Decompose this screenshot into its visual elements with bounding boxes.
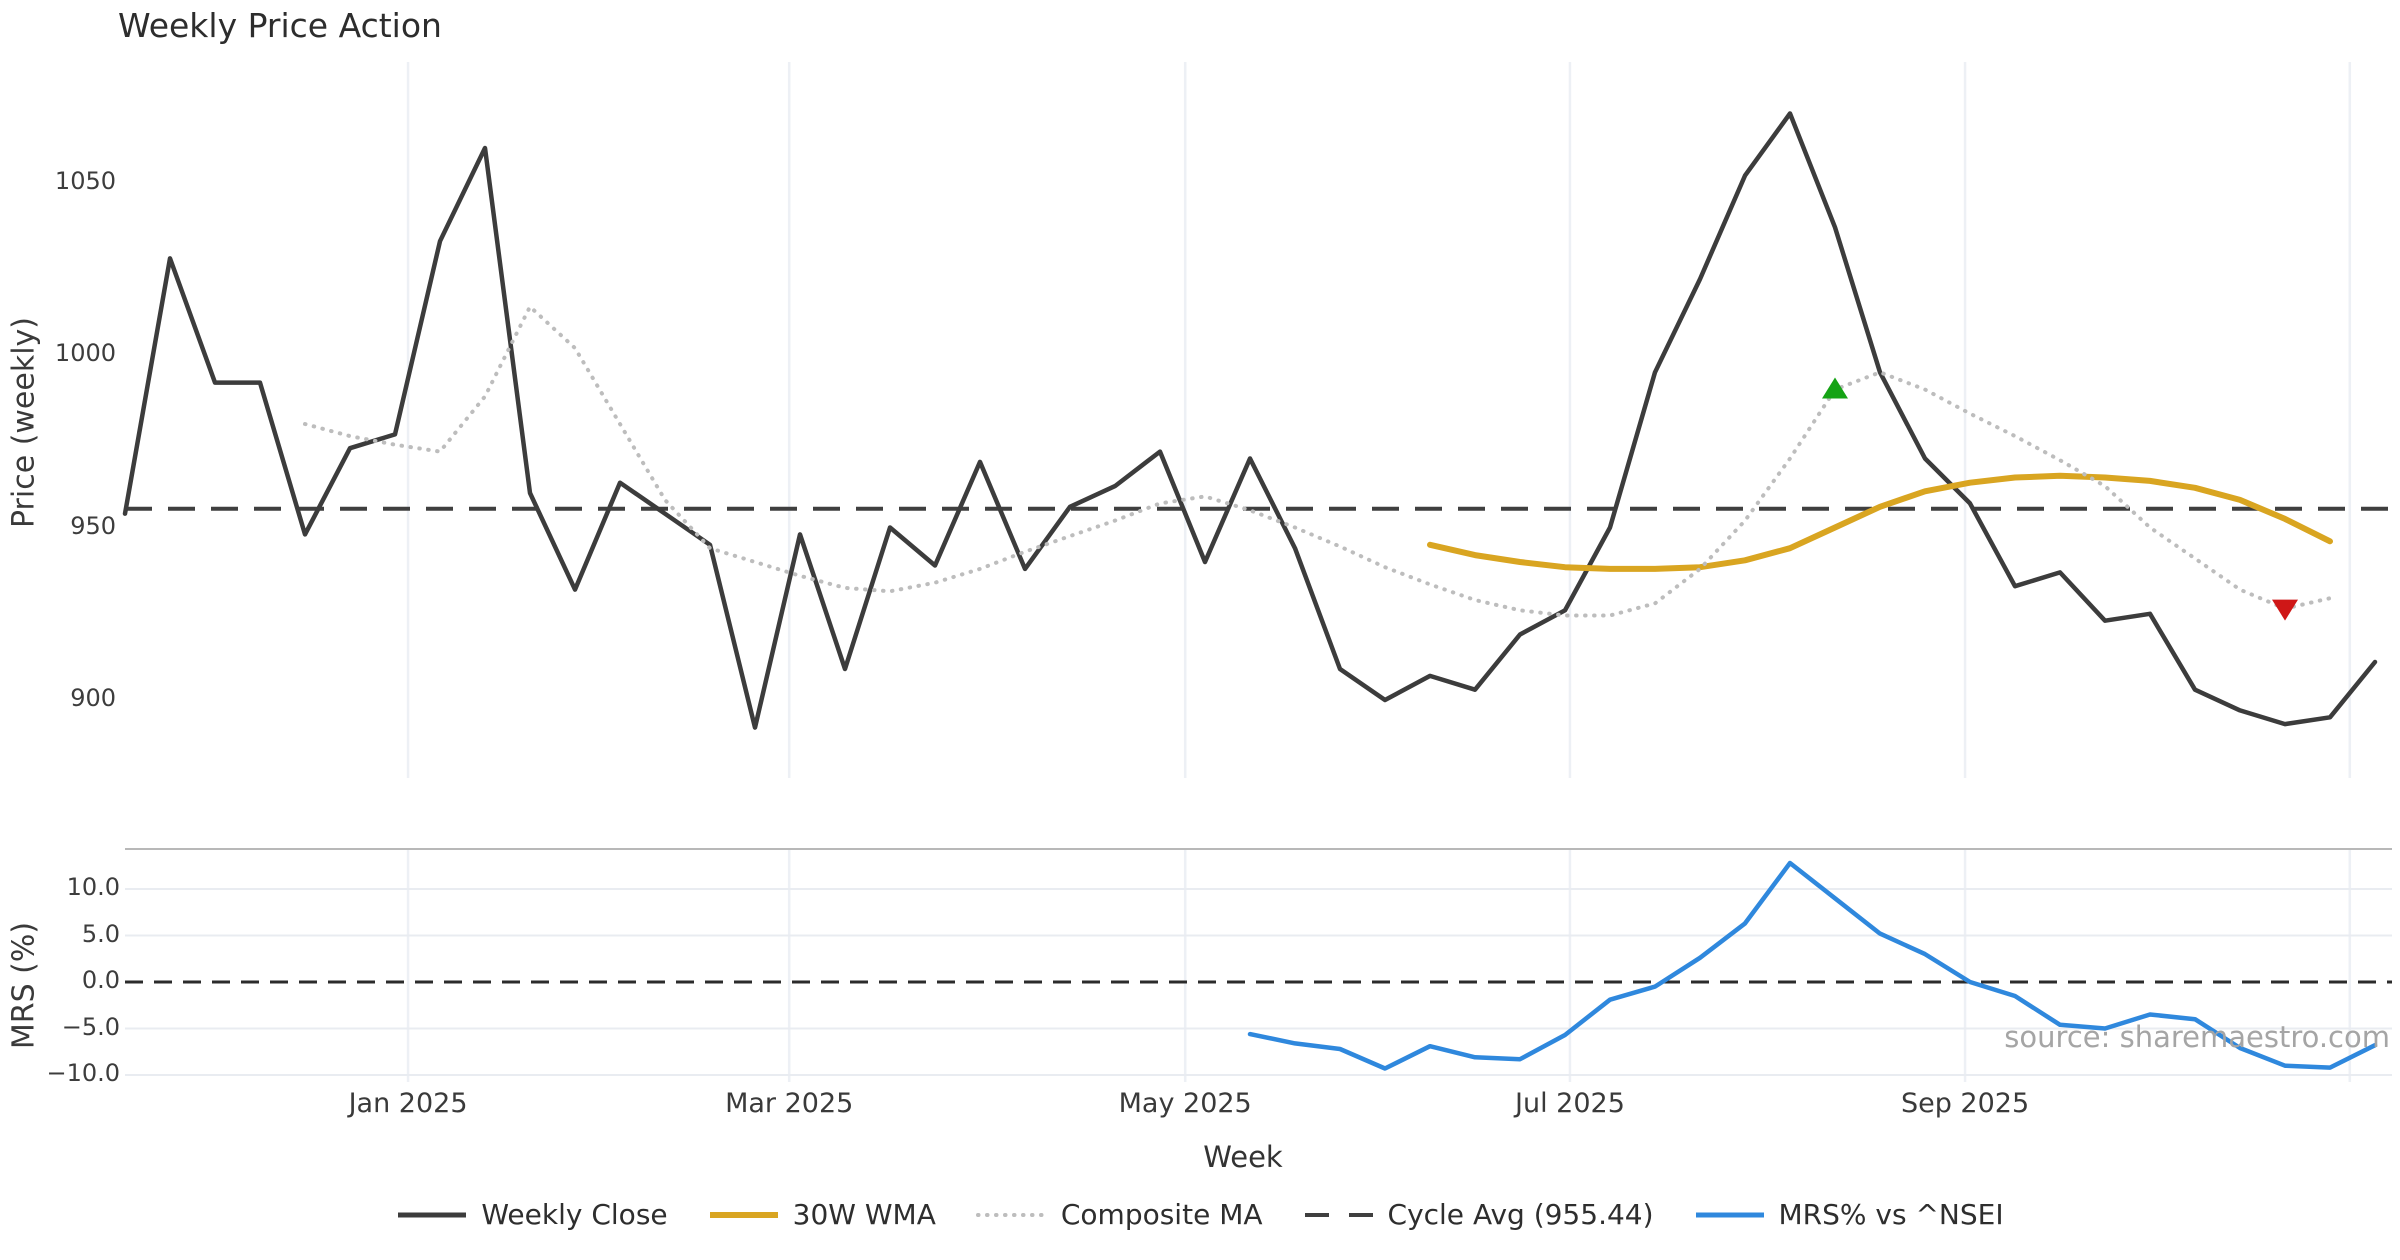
legend-item: 30W WMA bbox=[708, 1198, 936, 1231]
weekly-close-line bbox=[122, 111, 2378, 730]
buy-signal-marker bbox=[1822, 377, 1848, 399]
legend-item-label: Composite MA bbox=[1060, 1198, 1263, 1231]
price-tick-label: 1050 bbox=[54, 166, 116, 195]
price-tick-label: 1000 bbox=[54, 339, 116, 367]
legend-swatch-solid-gold bbox=[709, 1211, 778, 1218]
mrs-tick-label: −10.0 bbox=[46, 1059, 120, 1087]
mrs-line bbox=[1247, 860, 2378, 1071]
price-tick-label: 950 bbox=[70, 511, 116, 540]
month-tick-label: May 2025 bbox=[1118, 1088, 1252, 1119]
x-axis-label: Week bbox=[1203, 1140, 1283, 1174]
legend-swatch-dashed-dark bbox=[1304, 1212, 1373, 1217]
mrs-tick-label: 10.0 bbox=[66, 873, 120, 901]
legend-item: Cycle Avg (955.44) bbox=[1303, 1198, 1654, 1231]
legend-item: MRS% vs ^NSEI bbox=[1694, 1198, 2004, 1231]
legend-item-label: MRS% vs ^NSEI bbox=[1778, 1198, 2004, 1231]
legend-item: Weekly Close bbox=[396, 1198, 668, 1231]
price-tick-label: 900 bbox=[70, 684, 116, 712]
legend-item-label: Cycle Avg (955.44) bbox=[1387, 1198, 1654, 1231]
legend-swatch-solid-blue bbox=[1695, 1212, 1764, 1217]
legend-item: Composite MA bbox=[975, 1198, 1263, 1231]
month-tick-label: Sep 2025 bbox=[1900, 1088, 2030, 1119]
legend-swatch-solid-dark bbox=[398, 1212, 467, 1217]
legend-item-label: 30W WMA bbox=[792, 1198, 936, 1231]
month-tick-label: Jan 2025 bbox=[348, 1088, 468, 1119]
legend-item-label: Weekly Close bbox=[481, 1198, 668, 1231]
mrs-tick-label: 5.0 bbox=[81, 919, 120, 948]
wma-line bbox=[1427, 472, 2333, 572]
sell-signal-marker bbox=[2272, 599, 2298, 621]
legend-swatch-dotted-gray bbox=[975, 1212, 1048, 1217]
month-tick-label: Jul 2025 bbox=[1515, 1088, 1625, 1119]
legend: Weekly Close 30W WMA Composite MA Cycle … bbox=[0, 1198, 2400, 1231]
month-tick-label: Mar 2025 bbox=[725, 1088, 854, 1119]
mrs-tick-label: −5.0 bbox=[61, 1012, 120, 1041]
mrs-tick-label: 0.0 bbox=[81, 966, 120, 994]
composite-ma-line bbox=[303, 304, 2332, 618]
source-watermark: source: sharemaestro.com bbox=[2004, 1020, 2390, 1054]
chart-title: Weekly Price Action bbox=[118, 6, 442, 45]
